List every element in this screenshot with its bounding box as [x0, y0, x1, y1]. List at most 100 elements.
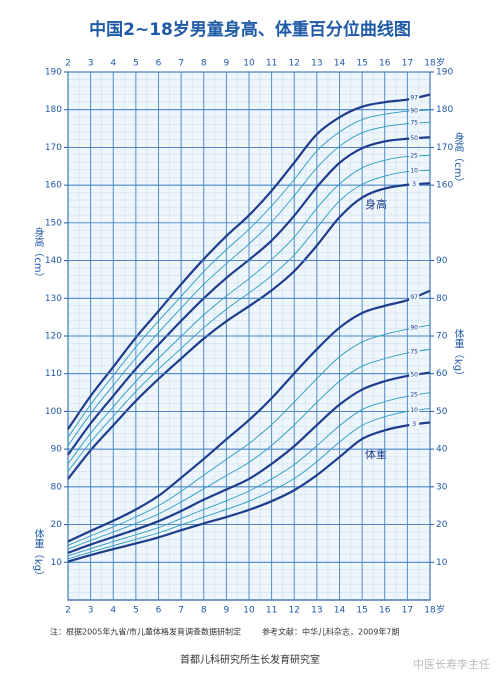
x-tick-label: 7	[178, 606, 184, 616]
percentile-curve	[67, 109, 431, 438]
percentile-curve	[67, 348, 431, 550]
series-label: 97	[410, 95, 418, 102]
x-tick-label: 4	[110, 59, 116, 69]
x-tick-label: 12	[289, 59, 300, 69]
series-label: 75	[410, 348, 418, 355]
curve-group-label: 身高	[365, 197, 387, 211]
percentile-curve	[67, 371, 431, 554]
label-bg	[409, 406, 420, 415]
y-tick-label: 150	[45, 218, 62, 228]
label-bg	[409, 347, 420, 356]
x-tick-label: 9	[224, 606, 230, 616]
series-label: 75	[410, 120, 418, 127]
y2-tick-label: 10	[436, 558, 448, 568]
y2-tick-label: 40	[436, 445, 448, 455]
series-label: 50	[410, 371, 418, 378]
y-tick-label: 190	[45, 68, 62, 78]
percentile-curve	[67, 324, 431, 546]
curve-group-label: 体重	[365, 447, 387, 461]
label-bg	[409, 152, 420, 161]
x-tick-label: 3	[88, 606, 94, 616]
x-tick-label: 5	[133, 59, 139, 69]
percentile-curve	[67, 392, 431, 557]
x-tick-label: 6	[156, 59, 162, 69]
y2-axis-title: 体重（kg）	[452, 329, 464, 381]
x-unit: 岁	[436, 604, 445, 616]
y-tick-label: 170	[45, 143, 62, 153]
x-tick-label: 17	[402, 59, 413, 69]
y-tick-label: 100	[45, 407, 62, 417]
x-tick-label: 13	[311, 606, 322, 616]
y2-tick-label: 90	[436, 256, 448, 266]
x-tick-label: 18	[424, 59, 436, 69]
x-tick-label: 8	[201, 606, 207, 616]
y-tick-label: 80	[51, 482, 63, 492]
y2-tick-label: 70	[436, 332, 448, 342]
x-tick-label: 4	[110, 606, 116, 616]
x-tick-label: 16	[379, 59, 391, 69]
percentile-curve	[67, 136, 431, 456]
note: 参考文献：中华儿科杂志，2009年7期	[262, 627, 399, 637]
y-tick-label: 120	[45, 332, 62, 342]
series-label: 3	[412, 421, 416, 428]
y2-tick-label: 160	[436, 181, 453, 191]
y-tick-label: 140	[45, 256, 62, 266]
series-label: 10	[410, 168, 418, 175]
series-label: 3	[412, 181, 416, 188]
y-axis-title: 体重（kg）	[32, 529, 44, 581]
percentile-curve	[67, 93, 431, 430]
chart-title: 中国2~18岁男童身高、体重百分位曲线图	[89, 19, 411, 40]
y-tick-label: 10	[51, 558, 63, 568]
x-tick-label: 12	[289, 606, 300, 616]
x-tick-label: 5	[133, 606, 139, 616]
percentile-curve	[67, 169, 431, 472]
x-tick-label: 16	[379, 606, 391, 616]
y-tick-label: 90	[51, 445, 63, 455]
series-label: 25	[410, 392, 418, 399]
label-bg	[409, 420, 420, 429]
x-tick-label: 10	[243, 606, 255, 616]
x-tick-label: 14	[334, 606, 346, 616]
x-tick-label: 14	[334, 59, 346, 69]
series-label: 90	[410, 324, 418, 331]
percentile-curve	[67, 182, 431, 480]
series-label: 97	[410, 294, 418, 301]
label-bg	[409, 370, 420, 379]
x-tick-label: 10	[243, 59, 255, 69]
watermark: 中医长寿李主任	[413, 657, 490, 671]
label-bg	[409, 167, 420, 176]
percentile-curve	[67, 421, 431, 563]
x-tick-label: 17	[402, 606, 413, 616]
y-tick-label: 160	[45, 181, 62, 191]
x-tick-label: 11	[266, 606, 277, 616]
y-tick-label: 110	[45, 369, 62, 379]
label-bg	[409, 134, 420, 143]
label-bg	[409, 293, 420, 302]
x-tick-label: 2	[65, 59, 71, 69]
y-tick-label: 20	[51, 520, 63, 530]
x-tick-label: 6	[156, 606, 162, 616]
x-tick-label: 11	[266, 59, 277, 69]
series-label: 90	[410, 107, 418, 114]
series-label: 50	[410, 135, 418, 142]
note: 注：根据2005年九省/市儿童体格发育调查数据研制定	[50, 627, 241, 637]
y2-tick-label: 170	[436, 143, 453, 153]
series-label: 10	[410, 407, 418, 414]
label-bg	[409, 180, 420, 189]
y2-tick-label: 60	[436, 369, 448, 379]
series-label: 25	[410, 153, 418, 160]
label-bg	[409, 119, 420, 128]
x-tick-label: 9	[224, 59, 230, 69]
x-tick-label: 8	[201, 59, 207, 69]
y2-tick-label: 30	[436, 482, 448, 492]
x-tick-label: 7	[178, 59, 184, 69]
label-bg	[409, 323, 420, 332]
y-tick-label: 130	[45, 294, 62, 304]
label-bg	[409, 94, 420, 103]
label-bg	[409, 106, 420, 115]
y2-axis-title: 身高（cm）	[452, 131, 464, 187]
x-tick-label: 18	[424, 606, 436, 616]
x-tick-label: 15	[356, 59, 367, 69]
percentile-curve	[67, 289, 431, 543]
